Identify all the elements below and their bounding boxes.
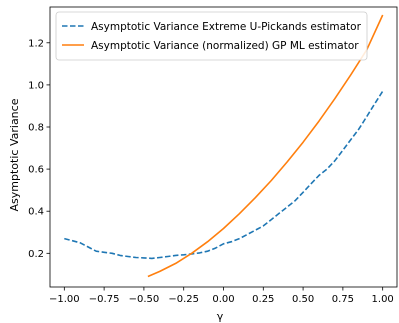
series-line-2 — [147, 14, 384, 278]
x-tick-label: −0.75 — [89, 294, 120, 305]
legend: Asymptotic Variance Extreme U-Pickands e… — [55, 11, 368, 61]
y-tick-label: 1.2 — [28, 38, 44, 49]
y-tick-label: 0.4 — [28, 207, 44, 218]
y-tick-label: 0.2 — [28, 249, 44, 260]
x-tick-label: 0.75 — [332, 294, 354, 305]
axes: −1.00 −0.75 −0.50 −0.25 0.00 0.25 0.50 0.75 1.00… — [28, 6, 398, 305]
legend-box — [55, 11, 368, 61]
x-tick-label: 0.50 — [292, 294, 314, 305]
series-line-1 — [64, 90, 384, 260]
x-tick-label: −0.25 — [168, 294, 199, 305]
x-axis-label: γ — [217, 310, 224, 323]
x-tick-label: −1.00 — [49, 294, 80, 305]
x-tick-label: 1.00 — [372, 294, 394, 305]
x-tick-label: 0.00 — [212, 294, 234, 305]
y-tick-label: 0.8 — [28, 123, 44, 134]
x-tick-label: 0.25 — [252, 294, 274, 305]
legend-label-2: Asymptotic Variance (normalized) GP ML e… — [91, 40, 359, 52]
plot-area — [64, 14, 384, 278]
y-tick-label: 1.0 — [28, 80, 44, 91]
legend-label-1: Asymptotic Variance Extreme U-Pickands e… — [91, 21, 362, 33]
y-tick-label: 0.6 — [28, 165, 44, 176]
y-axis-label: Asymptotic Variance — [8, 98, 21, 211]
x-tick-label: −0.50 — [129, 294, 160, 305]
